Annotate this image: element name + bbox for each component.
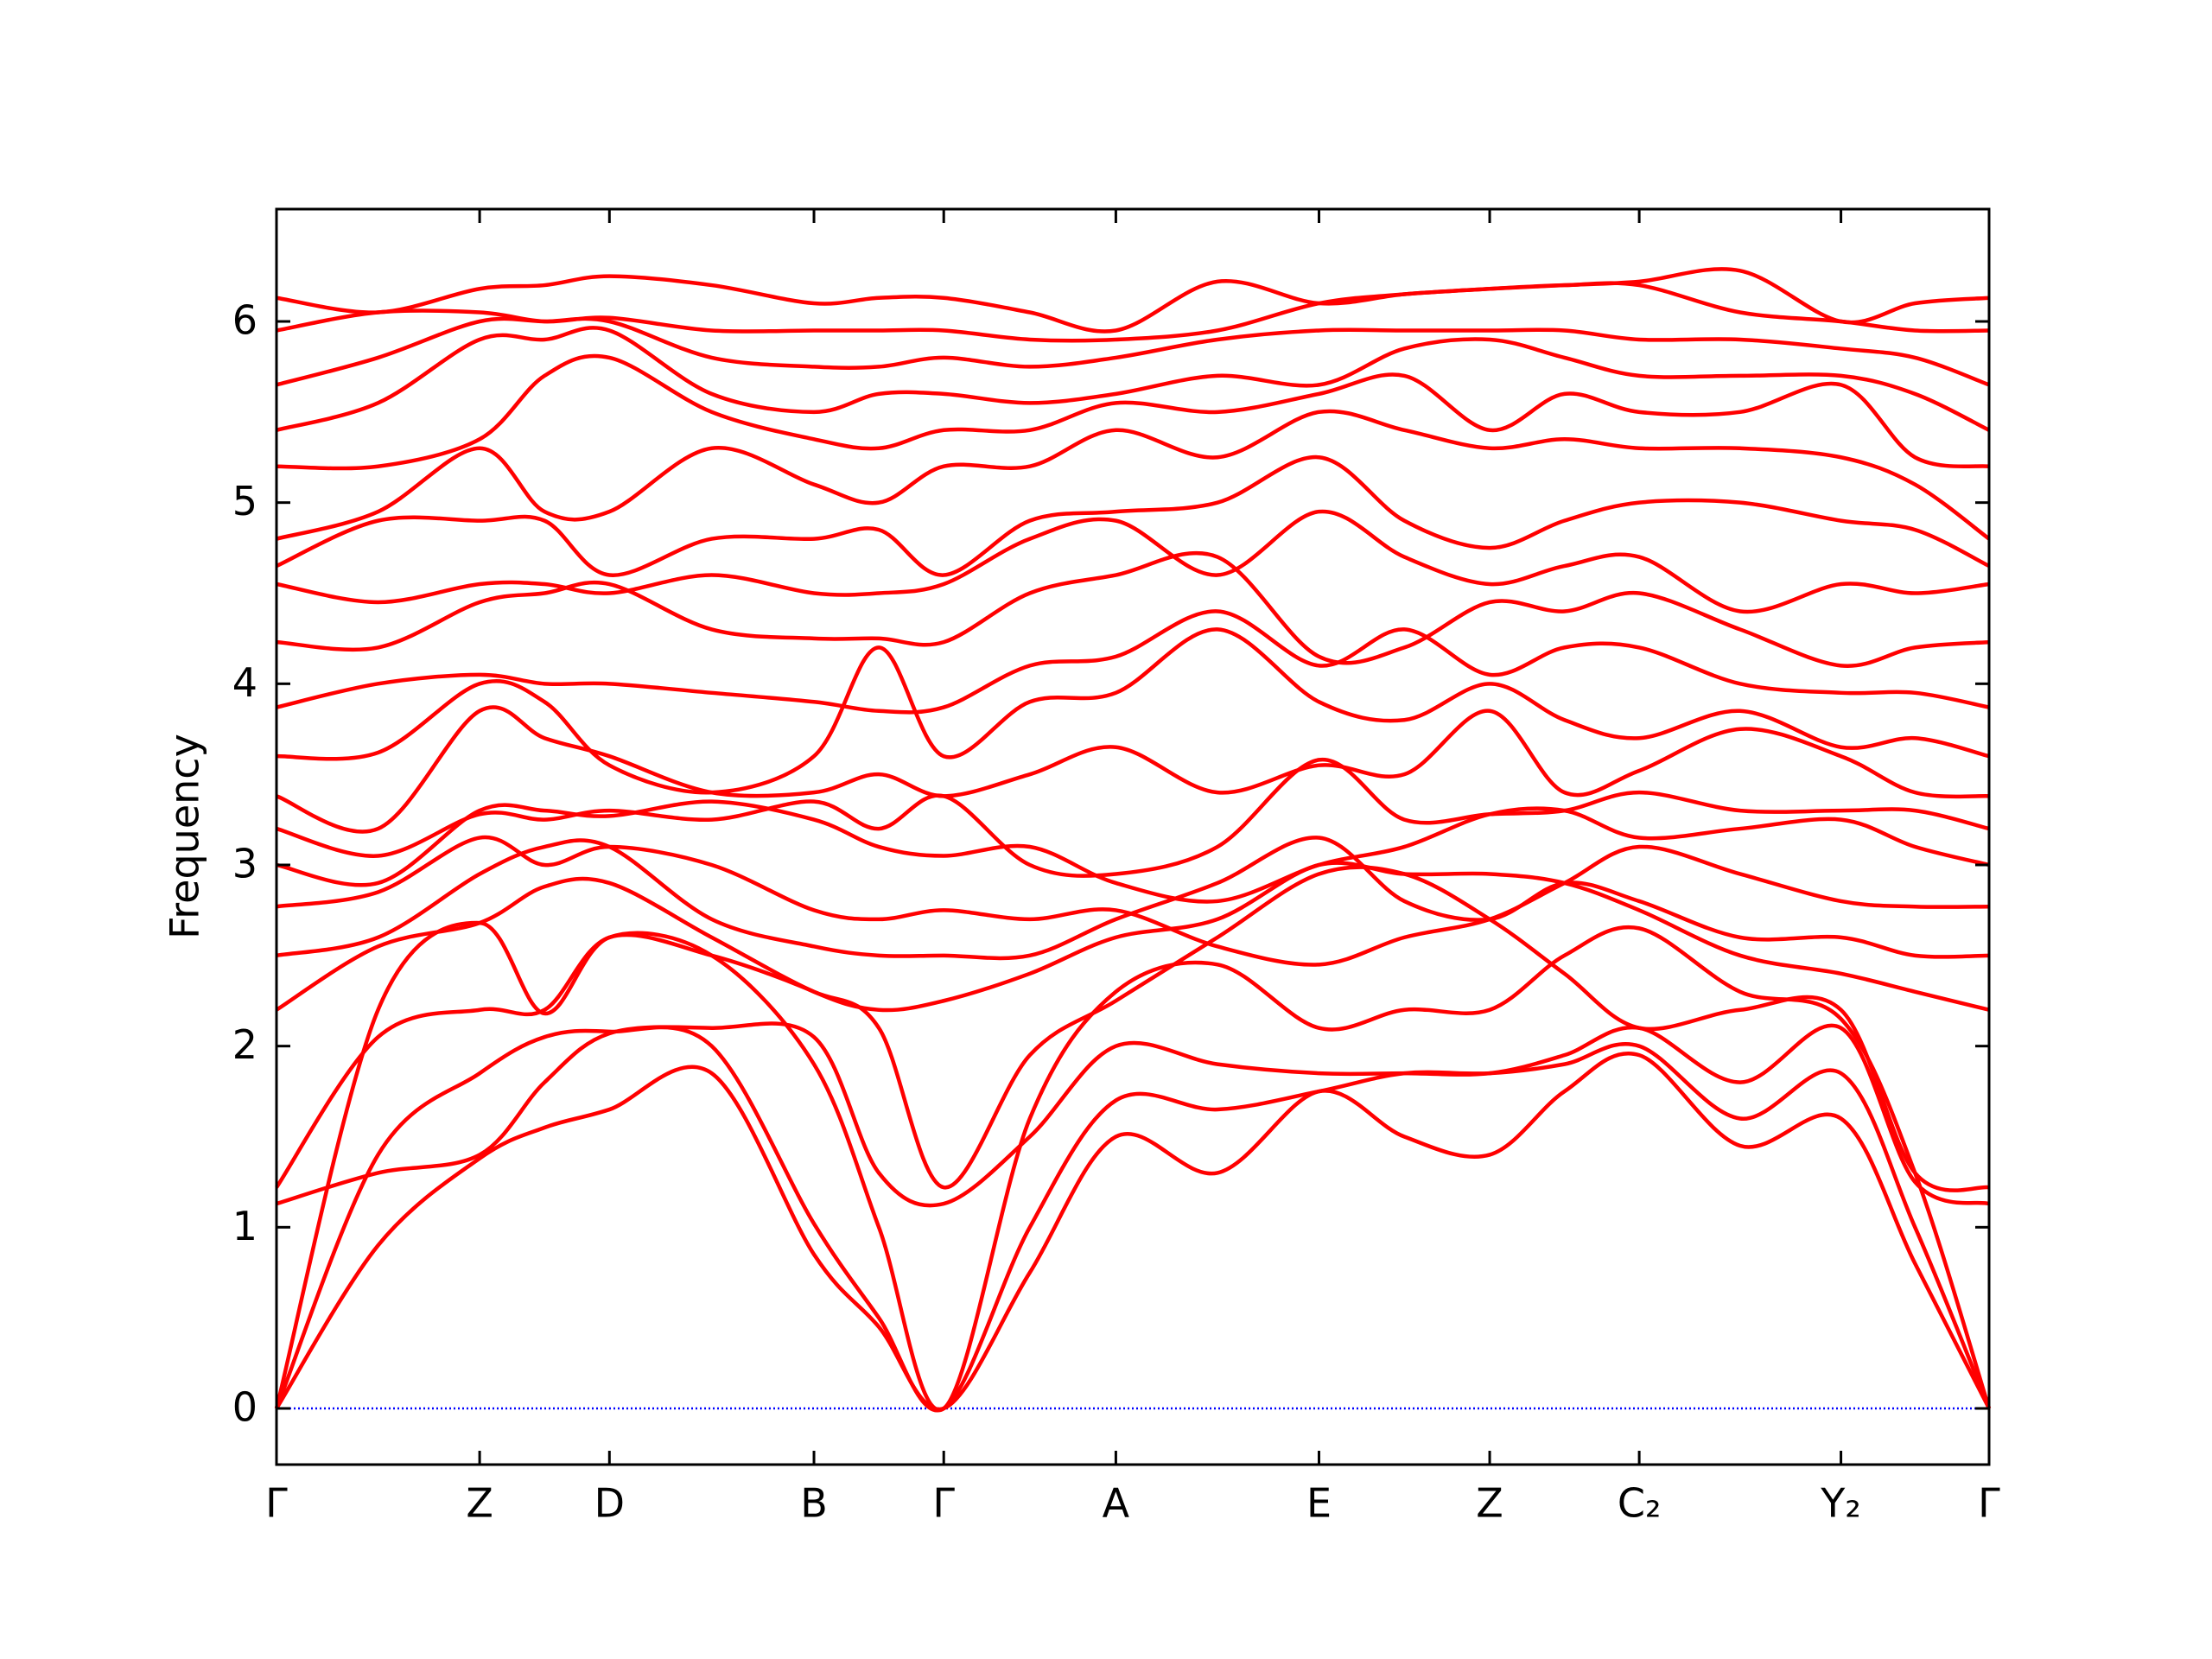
x-tick-label: Y₂ <box>1820 1480 1861 1527</box>
band-line <box>276 509 1990 614</box>
band-line <box>276 627 1990 795</box>
band-line <box>276 267 1990 334</box>
band-line <box>274 1025 1992 1413</box>
band-line <box>274 920 1992 1413</box>
x-tick-label: Z <box>1476 1480 1503 1527</box>
band-line <box>276 409 1991 541</box>
x-tick-label: Γ <box>932 1480 955 1527</box>
y-tick-label: 1 <box>232 1203 257 1249</box>
x-tick-label: Γ <box>1978 1480 2000 1527</box>
band-line <box>276 609 1990 715</box>
band-line <box>276 758 1990 878</box>
x-tick-label: E <box>1306 1480 1332 1527</box>
y-tick-label: 2 <box>232 1021 257 1068</box>
y-tick-label: 3 <box>232 840 257 887</box>
band-line <box>276 326 1990 432</box>
plot-frame <box>275 207 1991 1466</box>
band-line <box>275 865 1990 1192</box>
band-line <box>276 281 1990 343</box>
y-tick-label: 4 <box>232 659 257 706</box>
y-tick-label: 5 <box>232 478 257 524</box>
x-tick-label: C₂ <box>1618 1480 1662 1527</box>
band-line <box>276 799 1990 904</box>
y-tick-label: 0 <box>232 1384 257 1431</box>
y-tick-label: 6 <box>232 296 257 343</box>
band-line <box>275 1052 1992 1412</box>
band-line <box>276 454 1990 577</box>
band-line <box>276 353 1990 471</box>
x-tick-label: A <box>1103 1480 1130 1527</box>
band-line <box>276 705 1990 834</box>
band-line <box>276 835 1990 967</box>
x-tick-label: Z <box>466 1480 493 1527</box>
x-tick-label: D <box>594 1480 625 1527</box>
band-line <box>276 1021 1990 1208</box>
y-axis-label: Frequency <box>162 734 208 939</box>
band-line <box>275 861 1990 1013</box>
band-line <box>276 836 1990 961</box>
x-tick-label: Γ <box>265 1480 288 1527</box>
x-tick-label: B <box>800 1480 828 1527</box>
